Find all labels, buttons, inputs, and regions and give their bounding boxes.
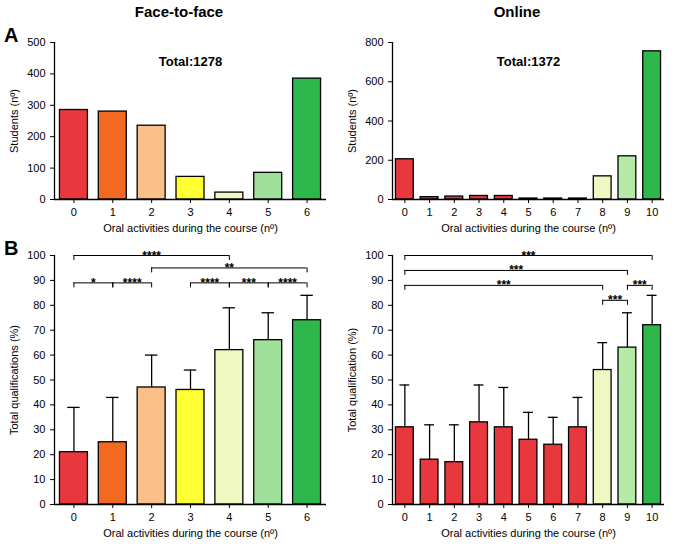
html-text:B: B: [4, 237, 19, 259]
svg-text:3: 3: [476, 206, 482, 218]
svg-text:Oral activities during the cou: Oral activities during the course (nº): [103, 222, 278, 234]
svg-text:40: 40: [33, 398, 45, 410]
svg-text:3: 3: [187, 206, 193, 218]
svg-text:2: 2: [451, 206, 457, 218]
svg-text:90: 90: [371, 274, 383, 286]
svg-text:0: 0: [402, 511, 408, 523]
svg-text:6: 6: [304, 206, 310, 218]
svg-text:2: 2: [149, 206, 155, 218]
svg-text:1: 1: [110, 206, 116, 218]
svg-text:Oral activities during the cou: Oral activities during the course (nº): [441, 527, 616, 539]
svg-text:20: 20: [371, 448, 383, 460]
svg-text:***: ***: [608, 293, 622, 307]
svg-text:60: 60: [33, 349, 45, 361]
svg-text:Total:1278: Total:1278: [159, 54, 222, 69]
svg-text:100: 100: [365, 249, 383, 261]
html-text:A: A: [4, 24, 19, 46]
svg-text:20: 20: [33, 448, 45, 460]
svg-text:****: ****: [123, 276, 142, 290]
svg-text:****: ****: [278, 276, 297, 290]
svg-text:Total qualification (%): Total qualification (%): [346, 328, 358, 433]
svg-text:0: 0: [39, 193, 45, 205]
svg-text:10: 10: [646, 206, 658, 218]
svg-text:80: 80: [371, 299, 383, 311]
svg-text:60: 60: [371, 349, 383, 361]
html-text:Face-to-face: Face-to-face: [134, 3, 224, 20]
svg-text:Total qualifications (%): Total qualifications (%): [8, 325, 20, 435]
svg-text:400: 400: [27, 67, 45, 79]
svg-text:7: 7: [575, 511, 581, 523]
svg-text:2: 2: [149, 511, 155, 523]
svg-text:5: 5: [265, 511, 271, 523]
svg-text:***: ***: [633, 278, 647, 292]
svg-text:10: 10: [371, 473, 383, 485]
svg-text:6: 6: [550, 511, 556, 523]
svg-text:0: 0: [377, 193, 383, 205]
svg-text:6: 6: [304, 511, 310, 523]
svg-text:8: 8: [600, 511, 606, 523]
svg-text:600: 600: [365, 75, 383, 87]
svg-text:Oral activities during the cou: Oral activities during the course (nº): [441, 222, 616, 234]
svg-text:Oral activities during the cou: Oral activities during the course (nº): [103, 527, 278, 539]
svg-text:80: 80: [33, 299, 45, 311]
svg-text:2: 2: [451, 511, 457, 523]
svg-text:30: 30: [33, 423, 45, 435]
svg-text:5: 5: [265, 206, 271, 218]
svg-text:100: 100: [27, 249, 45, 261]
svg-text:800: 800: [365, 36, 383, 48]
svg-text:9: 9: [624, 206, 630, 218]
svg-text:10: 10: [33, 473, 45, 485]
svg-text:*: *: [91, 276, 96, 290]
svg-text:500: 500: [27, 36, 45, 48]
svg-text:6: 6: [550, 206, 556, 218]
svg-text:****: ****: [142, 249, 161, 263]
svg-text:70: 70: [33, 324, 45, 336]
svg-text:100: 100: [27, 162, 45, 174]
svg-text:1: 1: [427, 206, 433, 218]
svg-text:10: 10: [646, 511, 658, 523]
svg-text:***: ***: [521, 249, 535, 263]
svg-text:200: 200: [365, 154, 383, 166]
svg-text:***: ***: [497, 278, 511, 292]
svg-text:0: 0: [377, 498, 383, 510]
svg-text:**: **: [225, 261, 235, 275]
svg-text:3: 3: [187, 511, 193, 523]
svg-text:***: ***: [509, 263, 523, 277]
svg-text:Students (nº): Students (nº): [8, 89, 20, 153]
svg-text:***: ***: [242, 276, 256, 290]
svg-text:9: 9: [624, 511, 630, 523]
html-text:Online: Online: [493, 3, 541, 20]
svg-text:400: 400: [365, 115, 383, 127]
svg-text:40: 40: [371, 398, 383, 410]
svg-text:70: 70: [371, 324, 383, 336]
svg-text:30: 30: [371, 423, 383, 435]
svg-text:4: 4: [226, 511, 232, 523]
svg-text:4: 4: [226, 206, 232, 218]
svg-text:300: 300: [27, 99, 45, 111]
svg-text:200: 200: [27, 130, 45, 142]
svg-text:8: 8: [600, 206, 606, 218]
svg-text:****: ****: [201, 276, 220, 290]
svg-text:5: 5: [525, 511, 531, 523]
svg-text:1: 1: [110, 511, 116, 523]
svg-text:Total:1372: Total:1372: [497, 54, 560, 69]
svg-text:7: 7: [575, 206, 581, 218]
svg-text:0: 0: [39, 498, 45, 510]
svg-text:1: 1: [427, 511, 433, 523]
svg-text:4: 4: [501, 511, 507, 523]
svg-text:0: 0: [71, 206, 77, 218]
svg-text:3: 3: [476, 511, 482, 523]
svg-text:0: 0: [71, 511, 77, 523]
svg-text:Students (nº): Students (nº): [346, 89, 358, 153]
svg-text:50: 50: [371, 374, 383, 386]
svg-text:90: 90: [33, 274, 45, 286]
svg-text:5: 5: [525, 206, 531, 218]
svg-text:0: 0: [402, 206, 408, 218]
svg-text:4: 4: [501, 206, 507, 218]
svg-text:50: 50: [33, 374, 45, 386]
